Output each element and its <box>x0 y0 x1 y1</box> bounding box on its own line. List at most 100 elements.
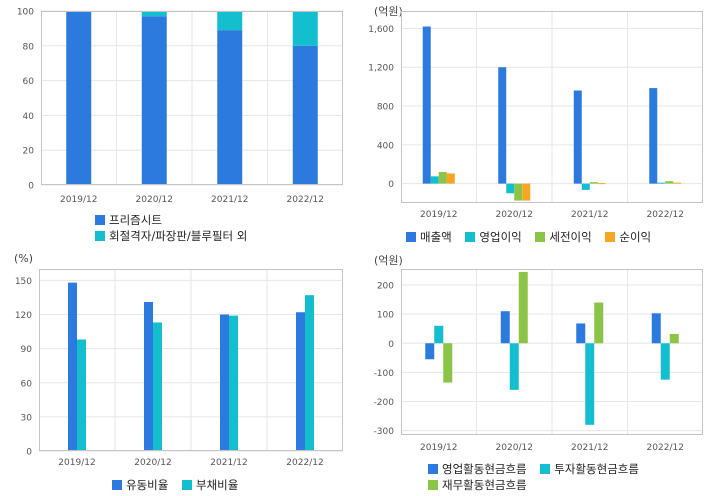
plot-frame <box>401 11 703 203</box>
y-tick-label: 60 <box>23 77 35 87</box>
bar <box>522 183 531 201</box>
legend-swatch-cyan <box>540 464 551 474</box>
legend-label: 투자활동현금흐름 <box>554 462 639 476</box>
cashflow-plot: -300 -200 -100 0 100 200 2019/12 2020/12 2021/12… <box>374 269 703 453</box>
legend-swatch-orange <box>605 232 616 242</box>
bar <box>597 183 606 185</box>
bar <box>305 295 314 451</box>
income-legend: 매출액 영업이익 세전이익 순이익 <box>406 229 661 245</box>
bar <box>217 11 243 31</box>
legend-swatch-blue <box>95 215 105 225</box>
bar <box>669 333 679 344</box>
legend-swatch-blue <box>406 232 416 242</box>
legend-item-prism-sheet: 프리즘시트 <box>95 212 162 228</box>
x-tick-label: 2021/12 <box>571 443 608 453</box>
y-tick-label: 90 <box>21 345 33 355</box>
cashflow-legend: 영업활동현금흐름 투자활동현금흐름 재무활동현금흐름 <box>428 461 649 493</box>
bar <box>498 67 507 184</box>
bar <box>514 183 523 201</box>
plot-frame <box>401 269 703 435</box>
legend-swatch-cyan <box>465 232 476 242</box>
x-tick-label: 2022/12 <box>647 210 684 220</box>
bar <box>425 343 435 360</box>
legend-swatch-cyan <box>181 480 192 490</box>
y-tick-label: 400 <box>377 141 394 151</box>
bar <box>509 343 519 390</box>
product-mix-plot: 0 20 40 60 80 100 2019/12 2020/12 2021/12 2022/12 <box>17 8 343 205</box>
legend-item-net-profit: 순이익 <box>605 229 651 245</box>
y-tick-label: 1,600 <box>368 25 394 35</box>
legend-swatch-green <box>428 480 438 490</box>
bar <box>141 11 167 17</box>
bar <box>438 171 447 184</box>
legend-label: 부채비율 <box>195 478 239 492</box>
bar <box>589 182 598 184</box>
bar <box>443 343 453 383</box>
legend-swatch-cyan <box>95 231 105 241</box>
y-tick-label: 40 <box>23 112 35 122</box>
bar <box>434 325 444 344</box>
cashflow-chart: (억원) -300 -200 -100 0 100 200 2019/12 2020/12 20… <box>360 248 720 496</box>
bar <box>144 301 153 451</box>
y-tick-label: 1,200 <box>368 64 394 74</box>
y-tick-label: -300 <box>374 427 395 437</box>
income-plot: 0 400 800 1,200 1,600 2019/12 2020/12 2021/12 20… <box>368 11 703 220</box>
bar <box>141 16 167 185</box>
bar <box>220 314 229 451</box>
y-tick-label: 0 <box>28 182 34 192</box>
bar <box>585 343 595 425</box>
plot-frame <box>39 269 343 451</box>
y-tick-label: 150 <box>15 277 32 287</box>
x-tick-label: 2019/12 <box>420 210 457 220</box>
legend-item-grating-etc: 회절격자/파장판/블루필터 외 <box>95 228 247 244</box>
x-tick-label: 2020/12 <box>136 195 173 205</box>
bar <box>217 30 243 185</box>
legend-label: 재무활동현금흐름 <box>442 478 527 492</box>
y-tick-label: 120 <box>15 311 32 321</box>
legend-label: 순이익 <box>619 230 652 244</box>
y-tick-label: 20 <box>23 147 35 157</box>
bar <box>500 311 510 344</box>
legend-item-current-ratio: 유동비율 <box>112 477 168 493</box>
legend-label: 프리즘시트 <box>109 213 162 227</box>
plot-frame <box>41 11 343 185</box>
y-tick-label: -200 <box>374 398 395 408</box>
y-tick-label: 800 <box>377 103 394 113</box>
legend-item-investing-cf: 투자활동현금흐름 <box>540 461 639 477</box>
bar <box>292 45 318 185</box>
x-tick-label: 2022/12 <box>286 458 323 468</box>
bar <box>576 323 586 344</box>
y-tick-label: 100 <box>377 311 394 321</box>
ratio-chart: (%) 0 30 60 90 120 150 2019/12 2020/12 2021/12 20… <box>0 248 360 496</box>
legend-swatch-green <box>535 232 546 242</box>
legend-label: 매출액 <box>420 230 452 244</box>
bar <box>422 26 431 184</box>
bar <box>673 182 682 184</box>
bar <box>430 176 439 184</box>
bar <box>518 271 528 344</box>
x-tick-label: 2022/12 <box>287 195 324 205</box>
bar <box>660 343 670 380</box>
legend-item-revenue: 매출액 <box>406 229 452 245</box>
y-tick-label: 80 <box>23 42 35 52</box>
legend-item-operating-profit: 영업이익 <box>465 229 522 245</box>
y-tick-label: 200 <box>377 282 394 292</box>
legend-swatch-blue <box>112 480 122 490</box>
bar <box>292 11 318 46</box>
product-mix-legend: 프리즘시트 회절격자/파장판/블루필터 외 <box>95 212 257 244</box>
legend-item-financing-cf: 재무활동현금흐름 <box>428 477 527 493</box>
legend-label: 회절격자/파장판/블루필터 외 <box>109 229 248 243</box>
x-tick-label: 2021/12 <box>571 210 608 220</box>
bar <box>594 302 604 344</box>
bar <box>77 339 86 451</box>
y-tick-label: 0 <box>26 448 32 458</box>
bar <box>573 90 582 184</box>
x-tick-label: 2020/12 <box>134 458 171 468</box>
bar <box>153 322 162 451</box>
x-tick-label: 2019/12 <box>60 195 97 205</box>
legend-label: 세전이익 <box>549 230 592 244</box>
legend-label: 유동비율 <box>126 478 169 492</box>
legend-swatch-blue <box>428 464 438 474</box>
product-mix-chart: 0 20 40 60 80 100 2019/12 2020/12 2021/12 2022/12… <box>0 0 360 248</box>
legend-label: 영업이익 <box>479 230 522 244</box>
